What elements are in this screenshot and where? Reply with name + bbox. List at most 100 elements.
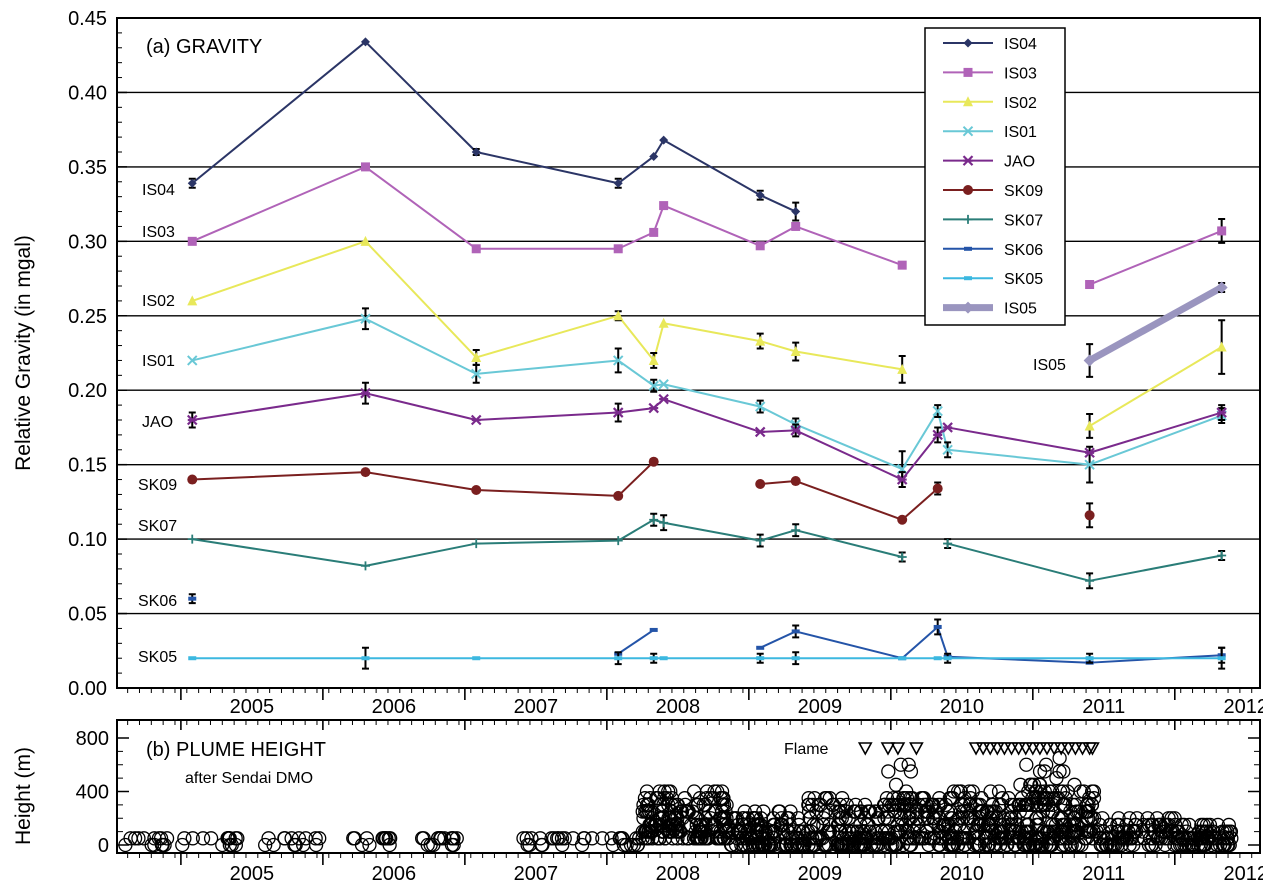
series-sk05: [188, 646, 1226, 670]
plume-observation: [806, 817, 821, 833]
plume-observation: [663, 811, 678, 826]
plume-observation: [756, 804, 771, 819]
data-point: [755, 241, 765, 251]
plume-observation: [159, 831, 175, 846]
plume-observation: [801, 797, 817, 813]
plume-observation: [1007, 824, 1023, 839]
series-line: [191, 40, 797, 213]
plume-observation: [347, 831, 362, 846]
plume-observation: [870, 811, 885, 826]
plume-observation: [1082, 824, 1097, 839]
plume-observation: [1013, 777, 1028, 792]
plume-observation: [906, 831, 921, 846]
inline-label-sk09: SK09: [138, 477, 177, 494]
data-point: [648, 354, 659, 365]
plume-observation: [551, 831, 566, 846]
plume-observation: [519, 831, 534, 846]
data-point: [897, 514, 908, 525]
plume-points: [118, 750, 1239, 853]
data-point: [791, 221, 801, 231]
flame-marker: [1011, 742, 1026, 756]
plume-observation: [1099, 837, 1115, 853]
plume-observation: [849, 831, 864, 846]
data-point: [756, 656, 765, 661]
plume-observation: [613, 831, 628, 846]
flame-marker: [1053, 742, 1069, 756]
plume-observation: [127, 831, 143, 846]
plume-observation: [639, 804, 655, 819]
data-point: [754, 426, 766, 438]
data-point: [613, 536, 623, 546]
data-point: [187, 534, 197, 544]
data-point: [613, 244, 623, 254]
x-tick-label: 2010: [940, 696, 985, 718]
plume-observation: [728, 837, 744, 853]
data-point: [471, 484, 482, 495]
plume-observation: [870, 831, 886, 846]
plume-observation: [544, 831, 559, 846]
plume-observation: [1161, 831, 1176, 846]
plume-observation: [819, 791, 834, 806]
data-point: [1216, 407, 1227, 418]
data-point: [659, 135, 669, 145]
y-tick-label: 0.10: [68, 529, 107, 551]
plume-observation: [664, 791, 680, 806]
plume-observation: [1079, 797, 1094, 813]
plume-observation: [1026, 837, 1041, 853]
data-point: [963, 214, 973, 224]
plume-observation: [415, 831, 430, 846]
plume-observation: [1055, 837, 1070, 853]
series-is04: [187, 37, 801, 222]
plume-observation: [985, 797, 1000, 813]
data-point: [791, 629, 800, 634]
plume-observation: [643, 824, 658, 839]
plume-observation: [1064, 837, 1079, 853]
plume-axes: 0 400 800 2005 2006 2007 2008 2009 2010 2011 2012: [76, 719, 1263, 885]
plume-observation: [446, 837, 461, 853]
data-point: [962, 155, 974, 166]
x-tick-label: 2009: [798, 696, 843, 718]
flame-marker: [1039, 742, 1055, 756]
flame-marker: [1004, 742, 1019, 756]
flame-marker: [1085, 742, 1100, 756]
plume-observation: [848, 797, 863, 813]
plume-observation: [516, 831, 531, 846]
data-point: [471, 539, 481, 549]
plume-observation: [781, 811, 797, 826]
data-point: [755, 190, 765, 200]
x-tick-label: 2006: [372, 863, 417, 885]
data-point: [962, 125, 974, 137]
series-line: [760, 480, 939, 521]
plume-observation: [1111, 811, 1126, 826]
plume-observation: [296, 837, 311, 853]
data-point: [658, 393, 669, 405]
plume-observation: [657, 791, 672, 806]
plume-observation: [801, 804, 817, 819]
plume-observation: [830, 837, 845, 853]
plume-plot-frame: [116, 719, 1261, 854]
plume-observation: [1076, 784, 1091, 799]
data-point: [186, 414, 198, 426]
plume-observation: [1157, 817, 1173, 833]
y-tick-label: 800: [76, 728, 109, 750]
plume-observation: [431, 831, 446, 846]
x-tick-label: 2011: [1082, 696, 1125, 718]
plume-observation: [565, 831, 581, 846]
plume-observation: [1193, 837, 1208, 853]
data-point: [1085, 576, 1095, 586]
plume-observation: [1035, 837, 1050, 853]
inline-label-jao: JAO: [142, 414, 173, 431]
plume-observation: [382, 831, 398, 846]
data-point: [942, 422, 953, 433]
plume-observation: [962, 797, 977, 813]
plume-observation: [1019, 757, 1034, 772]
plume-observation: [1057, 797, 1073, 813]
data-point: [187, 295, 198, 306]
data-point: [187, 236, 197, 246]
plume-observation: [993, 824, 1008, 839]
data-point: [658, 317, 669, 328]
plume-observation: [970, 817, 985, 833]
plume-observation: [890, 797, 905, 813]
plume-observation: [131, 831, 146, 846]
